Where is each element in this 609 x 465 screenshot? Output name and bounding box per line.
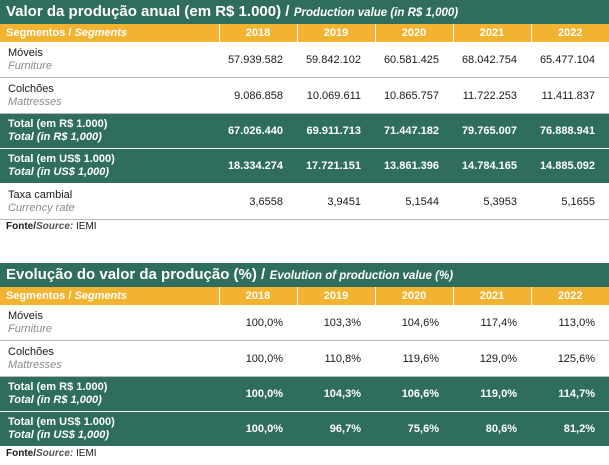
table-row: Colchões Mattresses 100,0% 110,8% 119,6% … (0, 340, 609, 377)
year-header: 2021 (452, 24, 531, 42)
cell-value: 103,3% (297, 305, 375, 341)
cell-value: 114,7% (531, 376, 609, 412)
year-header: 2020 (374, 24, 453, 42)
total-row: Total (em R$ 1.000) Total (in R$ 1,000) 6… (0, 113, 609, 149)
cell-value: 75,6% (375, 411, 453, 447)
row-label: Total (em US$ 1.000) Total (in US$ 1,000) (0, 148, 219, 184)
year-header: 2020 (374, 287, 453, 305)
cell-value: 129,0% (453, 340, 531, 377)
year-header: 2019 (296, 24, 375, 42)
source-note: Fonte/Source: IEMI (6, 448, 97, 459)
production-value-section: Valor da produção anual (em R$ 1.000) / … (0, 0, 609, 232)
cell-value: 110,8% (297, 340, 375, 377)
cell-value: 81,2% (531, 411, 609, 447)
row-label: Móveis Furniture (0, 42, 219, 78)
cell-value: 11.722.253 (453, 77, 531, 114)
production-value-title: Valor da produção anual (em R$ 1.000) / … (0, 0, 609, 24)
cell-value: 10.865.757 (375, 77, 453, 114)
cell-value: 68.042.754 (453, 42, 531, 78)
cell-value: 113,0% (531, 305, 609, 341)
cell-value: 11.411.837 (531, 77, 609, 114)
source-note: Fonte/Source: IEMI (6, 221, 97, 232)
total-row: Total (em R$ 1.000) Total (in R$ 1,000) 1… (0, 376, 609, 412)
production-value-table: Segmentos / Segments 2018 2019 2020 2021… (0, 24, 609, 220)
cell-value: 104,6% (375, 305, 453, 341)
cell-value: 125,6% (531, 340, 609, 377)
cell-value: 100,0% (219, 340, 297, 377)
cell-value: 76.888.941 (531, 113, 609, 149)
production-evolution-section: Evolução do valor da produção (%) / Evol… (0, 263, 609, 461)
row-label: Colchões Mattresses (0, 340, 219, 377)
year-header: 2019 (296, 287, 375, 305)
year-header: 2022 (530, 287, 609, 305)
cell-value: 14.784.165 (453, 148, 531, 184)
cell-value: 17.721.151 (297, 148, 375, 184)
row-label: Total (em R$ 1.000) Total (in R$ 1,000) (0, 113, 219, 149)
total-row: Total (em US$ 1.000) Total (in US$ 1,000)… (0, 411, 609, 447)
cell-value: 96,7% (297, 411, 375, 447)
cell-value: 79.765.007 (453, 113, 531, 149)
cell-value: 100,0% (219, 376, 297, 412)
cell-value: 18.334.274 (219, 148, 297, 184)
year-header: 2018 (218, 287, 297, 305)
year-header: 2021 (452, 287, 531, 305)
cell-value: 59.842.102 (297, 42, 375, 78)
cell-value: 100,0% (219, 305, 297, 341)
cell-value: 5,1655 (531, 183, 609, 220)
cell-value: 71.447.182 (375, 113, 453, 149)
year-header: 2022 (530, 24, 609, 42)
row-label: Total (em US$ 1.000) Total (in US$ 1,000) (0, 411, 219, 447)
cell-value: 10.069.611 (297, 77, 375, 114)
cell-value: 65.477.104 (531, 42, 609, 78)
table-header-row: Segmentos / Segments 2018 2019 2020 2021… (0, 287, 609, 305)
cell-value: 5,1544 (375, 183, 453, 220)
cell-value: 119,6% (375, 340, 453, 377)
table-row: Taxa cambial Currency rate 3,6558 3,9451 … (0, 183, 609, 220)
cell-value: 100,0% (219, 411, 297, 447)
cell-value: 69.911.713 (297, 113, 375, 149)
cell-value: 9.086.858 (219, 77, 297, 114)
table-row: Móveis Furniture 57.939.582 59.842.102 60… (0, 42, 609, 78)
production-evolution-title: Evolução do valor da produção (%) / Evol… (0, 263, 609, 287)
cell-value: 60.581.425 (375, 42, 453, 78)
table-header-row: Segmentos / Segments 2018 2019 2020 2021… (0, 24, 609, 42)
table-row: Móveis Furniture 100,0% 103,3% 104,6% 117… (0, 305, 609, 341)
total-row: Total (em US$ 1.000) Total (in US$ 1,000)… (0, 148, 609, 184)
cell-value: 67.026.440 (219, 113, 297, 149)
row-label: Taxa cambial Currency rate (0, 183, 219, 220)
cell-value: 57.939.582 (219, 42, 297, 78)
table-row: Colchões Mattresses 9.086.858 10.069.611 … (0, 77, 609, 114)
cell-value: 104,3% (297, 376, 375, 412)
production-evolution-table: Segmentos / Segments 2018 2019 2020 2021… (0, 287, 609, 447)
cell-value: 13.861.396 (375, 148, 453, 184)
cell-value: 14.885.092 (531, 148, 609, 184)
cell-value: 80,6% (453, 411, 531, 447)
cell-value: 106,6% (375, 376, 453, 412)
row-label: Total (em R$ 1.000) Total (in R$ 1,000) (0, 376, 219, 412)
segments-header: Segmentos / Segments (0, 287, 219, 305)
year-header: 2018 (218, 24, 297, 42)
cell-value: 117,4% (453, 305, 531, 341)
row-label: Móveis Furniture (0, 305, 219, 341)
row-label: Colchões Mattresses (0, 77, 219, 114)
cell-value: 3,6558 (219, 183, 297, 220)
cell-value: 119,0% (453, 376, 531, 412)
cell-value: 3,9451 (297, 183, 375, 220)
cell-value: 5,3953 (453, 183, 531, 220)
segments-header: Segmentos / Segments (0, 24, 219, 42)
